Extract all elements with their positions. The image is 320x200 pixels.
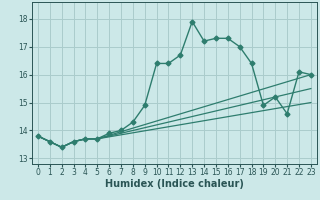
X-axis label: Humidex (Indice chaleur): Humidex (Indice chaleur)	[105, 179, 244, 189]
